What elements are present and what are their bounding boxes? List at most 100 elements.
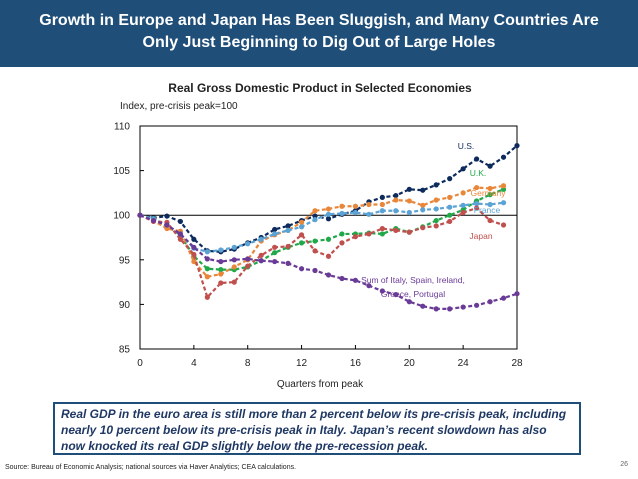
data-point	[420, 225, 426, 231]
data-point	[325, 236, 332, 242]
data-point	[366, 283, 372, 289]
data-point	[474, 156, 480, 162]
data-point	[460, 166, 466, 172]
x-tick-label: 12	[296, 358, 308, 369]
data-point	[487, 217, 493, 224]
data-point	[191, 258, 197, 265]
data-point	[393, 227, 399, 233]
data-point	[339, 231, 345, 237]
x-tick-label: 28	[511, 358, 523, 369]
data-point	[474, 201, 480, 207]
data-point	[460, 202, 466, 208]
data-point	[447, 204, 453, 210]
data-point	[514, 291, 520, 297]
series-label: France	[474, 205, 501, 215]
data-point	[352, 277, 359, 283]
data-point	[487, 299, 493, 305]
data-point	[325, 206, 332, 212]
data-point	[500, 186, 507, 192]
data-point	[379, 231, 385, 237]
data-point	[447, 176, 453, 182]
data-point	[339, 203, 345, 209]
data-point	[272, 226, 278, 233]
data-point	[406, 198, 412, 204]
data-point	[487, 192, 493, 198]
data-point	[433, 197, 439, 203]
data-point	[325, 272, 332, 278]
data-point	[245, 263, 251, 269]
data-point	[245, 241, 251, 247]
callout-box: Real GDP in the euro area is still more …	[53, 402, 581, 455]
data-point	[298, 219, 305, 225]
data-point	[325, 211, 332, 217]
data-point	[406, 299, 412, 305]
data-point	[500, 295, 507, 301]
data-point	[231, 244, 237, 250]
data-point	[312, 213, 318, 219]
data-point	[298, 240, 305, 246]
data-point	[447, 194, 453, 200]
data-point	[312, 217, 318, 223]
data-point	[272, 258, 278, 265]
data-point	[366, 211, 372, 217]
data-point	[406, 229, 412, 235]
data-point	[298, 266, 305, 272]
series-label: Greece, Portugal	[381, 289, 445, 299]
data-point	[352, 209, 359, 216]
data-point	[433, 206, 439, 212]
data-point	[420, 187, 426, 193]
data-point	[231, 264, 237, 270]
series-label: Germany	[471, 188, 507, 198]
data-point	[420, 202, 426, 208]
data-point	[298, 232, 305, 238]
data-point	[339, 240, 345, 246]
data-point	[272, 250, 278, 256]
slide-title-line-1: Growth in Europe and Japan Has Been Slug…	[39, 12, 599, 29]
series-label: U.S.	[458, 141, 475, 151]
x-tick-label: 8	[245, 358, 251, 369]
data-point	[245, 256, 251, 262]
data-point	[406, 186, 412, 192]
data-point	[406, 209, 412, 216]
data-point	[150, 217, 157, 224]
data-point	[379, 208, 385, 214]
data-point	[137, 212, 143, 218]
gdp-line-chart: Real Gross Domestic Product in Selected …	[113, 81, 523, 390]
data-point	[204, 266, 210, 272]
plot-frame	[139, 125, 518, 350]
data-point	[379, 288, 385, 294]
data-point	[474, 302, 480, 308]
data-point	[379, 201, 385, 208]
data-point	[447, 218, 453, 225]
data-point	[218, 271, 224, 277]
data-point	[191, 251, 197, 258]
data-point	[474, 205, 480, 211]
series-line-3	[139, 201, 504, 253]
data-point	[312, 208, 318, 214]
data-point	[325, 253, 332, 259]
data-point	[420, 303, 426, 309]
data-point	[460, 304, 466, 310]
x-tick-label: 24	[458, 358, 470, 369]
data-point	[272, 231, 278, 237]
data-point	[177, 231, 183, 237]
data-point	[164, 225, 170, 232]
series-line-0	[139, 144, 518, 253]
data-point	[164, 222, 170, 228]
series-line-2	[139, 184, 504, 278]
data-point	[258, 252, 264, 258]
data-point	[272, 244, 278, 250]
series-label: Japan	[469, 231, 492, 241]
data-point	[191, 236, 197, 242]
y-tick-label: 95	[119, 255, 131, 266]
data-point	[393, 192, 399, 199]
y-tick-label: 105	[113, 166, 130, 177]
data-point	[204, 274, 210, 280]
data-point	[164, 213, 170, 219]
series-label: U.K.	[470, 168, 487, 178]
chart-title: Real Gross Domestic Product in Selected …	[168, 81, 472, 95]
y-tick-label: 85	[119, 345, 131, 356]
data-point	[258, 236, 264, 242]
data-point	[312, 238, 318, 244]
data-point	[366, 231, 372, 237]
